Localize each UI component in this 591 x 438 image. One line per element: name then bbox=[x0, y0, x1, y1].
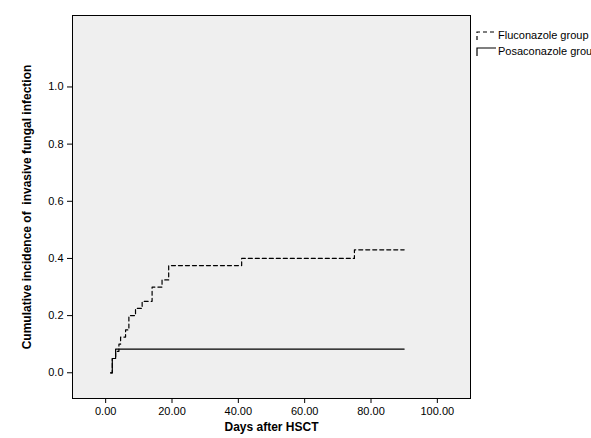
svg-text:20.00: 20.00 bbox=[158, 405, 186, 417]
svg-text:80.00: 80.00 bbox=[357, 405, 385, 417]
svg-text:1.0: 1.0 bbox=[48, 80, 63, 92]
svg-text:100.00: 100.00 bbox=[421, 405, 455, 417]
svg-text:0.2: 0.2 bbox=[48, 309, 63, 321]
svg-text:0.8: 0.8 bbox=[48, 138, 63, 150]
svg-text:0.6: 0.6 bbox=[48, 195, 63, 207]
svg-text:40.00: 40.00 bbox=[225, 405, 253, 417]
svg-text:0.00: 0.00 bbox=[95, 405, 116, 417]
svg-text:0.4: 0.4 bbox=[48, 252, 63, 264]
svg-text:Days after HSCT: Days after HSCT bbox=[224, 420, 319, 434]
html-text:Fluconazole group: Fluconazole group bbox=[498, 29, 589, 41]
svg-text:60.00: 60.00 bbox=[291, 405, 319, 417]
svg-text:Cumulative incidence of invas: Cumulative incidence of invasive fungal … bbox=[20, 65, 34, 350]
svg-text:0.0: 0.0 bbox=[48, 366, 63, 378]
